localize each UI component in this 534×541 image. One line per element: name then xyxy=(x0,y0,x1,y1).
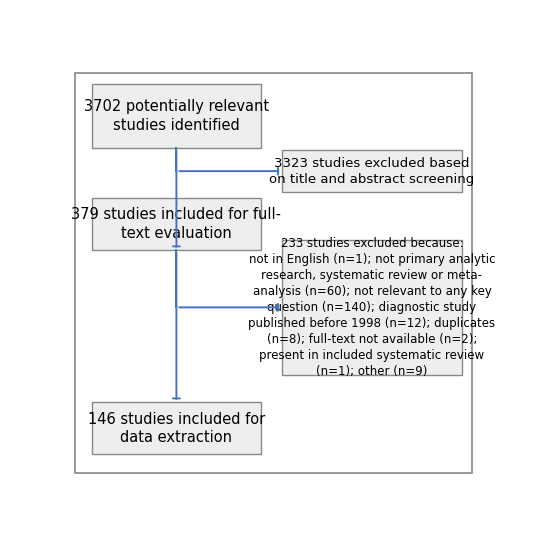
FancyBboxPatch shape xyxy=(282,240,462,375)
Text: 146 studies included for
data extraction: 146 studies included for data extraction xyxy=(88,412,265,445)
Text: 3702 potentially relevant
studies identified: 3702 potentially relevant studies identi… xyxy=(84,99,269,133)
Text: 379 studies included for full-
text evaluation: 379 studies included for full- text eval… xyxy=(72,207,281,241)
FancyBboxPatch shape xyxy=(75,73,473,473)
Text: 3323 studies excluded based
on title and abstract screening: 3323 studies excluded based on title and… xyxy=(269,157,475,186)
FancyBboxPatch shape xyxy=(282,150,462,192)
Text: 233 studies excluded because:
not in English (n=1); not primary analytic
researc: 233 studies excluded because: not in Eng… xyxy=(248,237,496,378)
FancyBboxPatch shape xyxy=(92,198,261,250)
FancyBboxPatch shape xyxy=(92,403,261,454)
FancyBboxPatch shape xyxy=(92,84,261,148)
